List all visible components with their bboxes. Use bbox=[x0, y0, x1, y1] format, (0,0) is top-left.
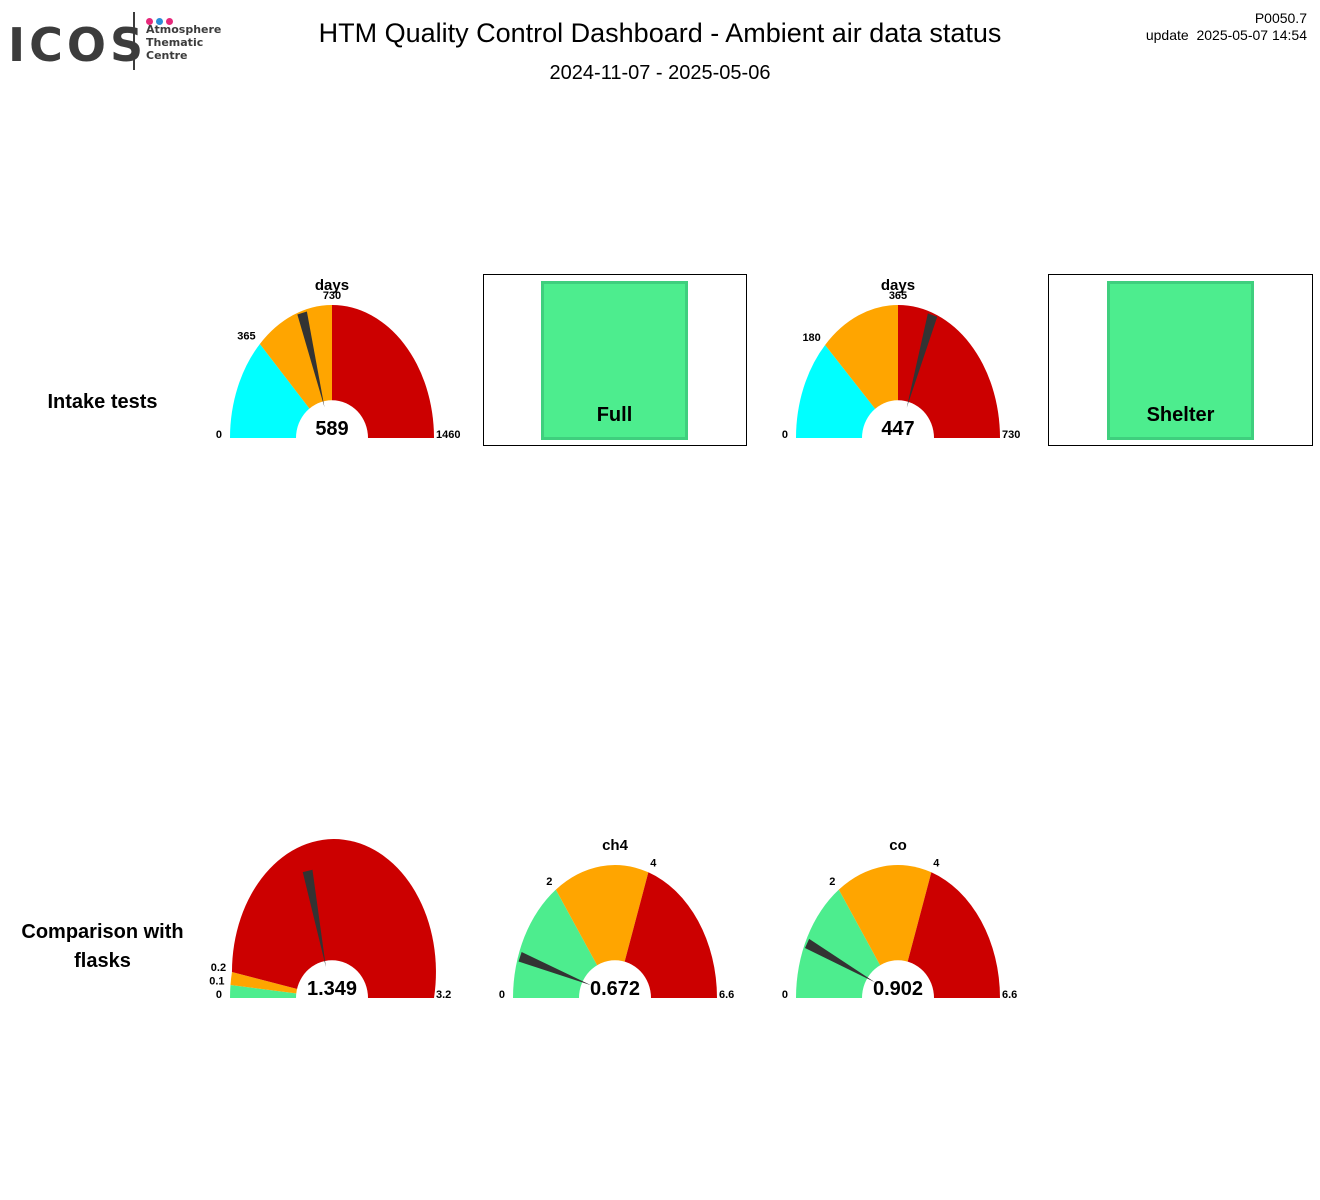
gauge-co2: co200.10.23.21.349 bbox=[209, 837, 451, 1001]
gauge-value: 1.349 bbox=[307, 978, 357, 1000]
gauge-tick-label-2: 365 bbox=[889, 290, 907, 302]
gauge-title: days bbox=[881, 277, 915, 294]
logo-text: ICOS bbox=[8, 18, 148, 72]
status-panel-full: Full bbox=[483, 274, 747, 446]
gauge-segment-1 bbox=[838, 864, 932, 998]
logo-dot bbox=[156, 18, 163, 25]
gauge-ch4: ch4 0 2 4 6.6 0.672 bbox=[499, 837, 734, 1001]
gauge-tick-label-0: 0 bbox=[782, 429, 788, 441]
gauge-intake-days-2: days 0 180 365 730 447 bbox=[782, 277, 1020, 441]
gauge-tick-label-1: 0.1 bbox=[209, 975, 224, 987]
gauge-needle bbox=[804, 938, 876, 983]
gauge-segment-1 bbox=[259, 305, 332, 438]
row-label-comparison-flasks: Comparison with flasks bbox=[21, 921, 184, 972]
gauge-tick-label-2: 4 bbox=[650, 858, 657, 870]
gauge-tick-label-1: 2 bbox=[546, 876, 552, 888]
version-label: P0050.7 bbox=[1254, 10, 1307, 26]
gauge-co: co 0 2 4 6.6 0.902 bbox=[782, 837, 1017, 1001]
gauge-segment-0 bbox=[796, 889, 898, 998]
status-label-full: Full bbox=[596, 404, 633, 426]
logo-dot bbox=[146, 18, 153, 25]
gauge-hub bbox=[296, 400, 368, 438]
gauge-title: days bbox=[315, 277, 349, 294]
row-label-intake-tests: Intake tests bbox=[47, 391, 158, 413]
gauge-value: 589 bbox=[315, 418, 348, 440]
gauge-title: ch4 bbox=[602, 837, 629, 854]
gauge-needle bbox=[906, 313, 938, 408]
gauge-tick-label-1: 365 bbox=[237, 331, 255, 343]
gauge-value: 0.902 bbox=[873, 978, 923, 1000]
gauge-segment-0 bbox=[513, 889, 615, 998]
status-panel-shelter: Shelter bbox=[1048, 274, 1313, 446]
gauge-tick-label-0: 0 bbox=[499, 989, 505, 1001]
gauge-segment-1 bbox=[825, 305, 898, 438]
status-label-shelter: Shelter bbox=[1146, 404, 1215, 426]
icos-logo: ICOS Atmosphere Thematic Centre bbox=[8, 10, 223, 74]
logo-subtitle: Atmosphere Thematic Centre bbox=[146, 23, 222, 62]
update-timestamp: update 2025-05-07 14:54 bbox=[1145, 27, 1307, 43]
gauge-tick-label-0: 0 bbox=[216, 429, 222, 441]
gauge-tick-label-0: 0 bbox=[782, 989, 788, 1001]
gauge-tick-label-0: 0 bbox=[216, 989, 222, 1001]
logo-dot bbox=[166, 18, 173, 25]
gauge-hub bbox=[862, 960, 934, 998]
gauge-tick-label-3: 3.2 bbox=[436, 989, 451, 1001]
gauge-value: 447 bbox=[881, 418, 914, 440]
gauge-tick-label-2: 0.2 bbox=[211, 962, 226, 974]
gauge-tick-label-3: 730 bbox=[1002, 429, 1020, 441]
gauge-hub bbox=[579, 960, 651, 998]
period-range: 2024-11-07 - 2025-05-06 bbox=[549, 62, 771, 84]
gauge-tick-label-2: 4 bbox=[933, 858, 940, 870]
gauge-tick-label-1: 2 bbox=[829, 876, 835, 888]
gauge-tick-label-3: 6.6 bbox=[1002, 989, 1017, 1001]
gauge-hub bbox=[862, 400, 934, 438]
gauge-tick-label-3: 6.6 bbox=[719, 989, 734, 1001]
gauge-title: co bbox=[889, 837, 907, 854]
gauge-segment-2 bbox=[898, 872, 1000, 998]
gauge-segment-2 bbox=[332, 305, 434, 438]
logo-divider bbox=[133, 12, 135, 70]
gauge-segment-1 bbox=[555, 864, 649, 998]
status-box-full: Full bbox=[541, 281, 688, 440]
gauge-tick-label-1: 180 bbox=[802, 332, 820, 344]
page-title: HTM Quality Control Dashboard - Ambient … bbox=[318, 18, 1002, 48]
gauge-hub bbox=[296, 960, 368, 998]
gauge-tick-label-2: 730 bbox=[323, 290, 341, 302]
gauge-needle bbox=[297, 311, 325, 408]
logo-dots bbox=[146, 12, 176, 30]
gauge-value: 0.672 bbox=[590, 978, 640, 1000]
gauge-segment-2 bbox=[231, 839, 436, 998]
status-box-shelter: Shelter bbox=[1107, 281, 1254, 440]
gauge-segment-2 bbox=[615, 872, 717, 998]
gauge-tick-label-3: 1460 bbox=[436, 429, 460, 441]
gauge-needle bbox=[518, 952, 592, 986]
gauge-needle bbox=[302, 869, 326, 967]
gauge-intake-days-1: days 0 365 730 1460 589 bbox=[216, 277, 461, 441]
